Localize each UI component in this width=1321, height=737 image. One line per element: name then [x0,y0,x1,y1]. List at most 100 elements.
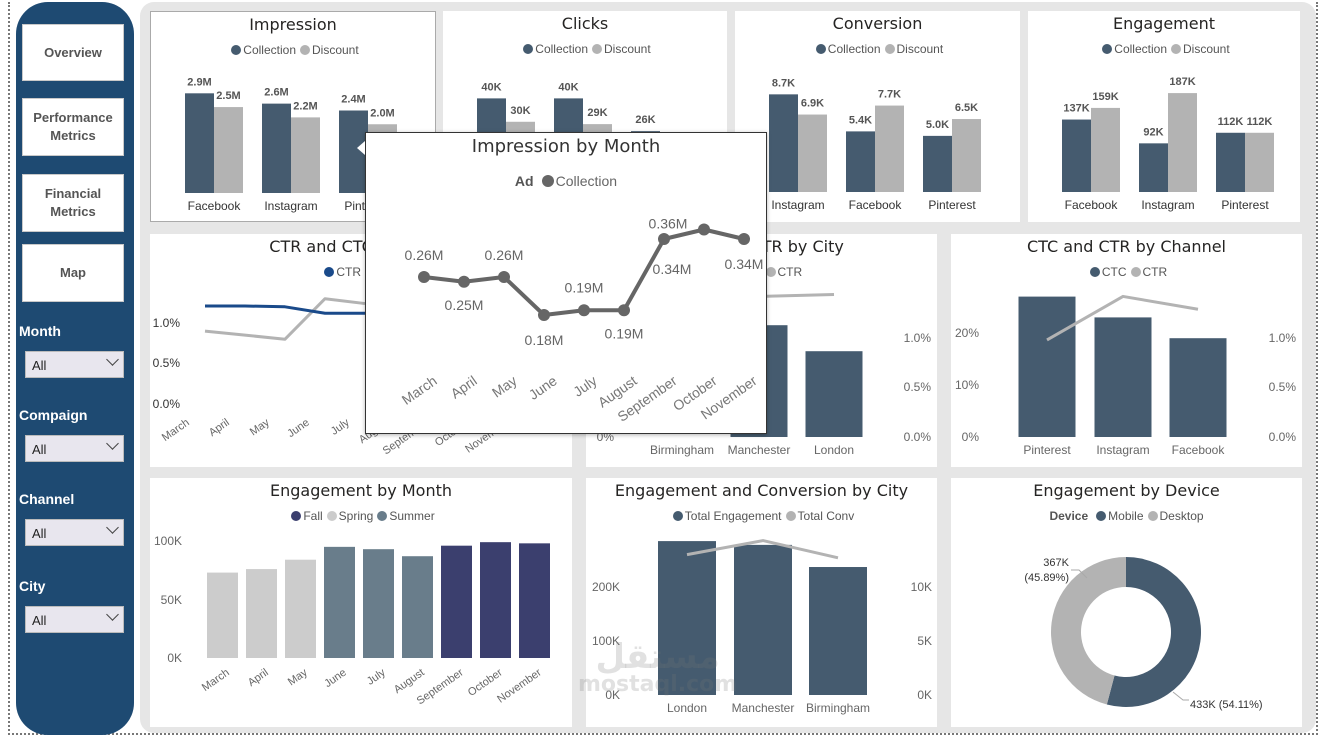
legend-label: Collection [1114,42,1167,56]
category-label: Instagram [264,199,317,213]
category-label: Facebook [1172,443,1226,457]
y-right-tick-label: 0K [917,688,932,702]
y-tick-label: 0K [167,651,182,665]
legend-item[interactable]: Discount [296,43,359,57]
legend-dot-icon [231,45,242,55]
y-right-tick-label: 10K [911,580,932,594]
conversion-chart[interactable]: Conversion Collection Discount Instagram 8.7… [735,11,1020,222]
y-right-tick-label: 1.0% [1269,331,1297,345]
nav-overview-button[interactable]: Overview [22,24,124,81]
nav-financial-metrics-button[interactable]: Financial Metrics [22,174,124,232]
impression-by-month-tooltip: Impression by Month Ad Collection 0.26M Marc… [365,132,767,434]
bar [480,542,511,658]
legend-item[interactable]: Total Engagement [669,509,782,523]
legend-item[interactable]: Summer [373,509,435,523]
chart-legend: Collection Discount [1028,42,1300,56]
sidebar: Overview Performance Metrics Financial M… [16,2,134,735]
nav-map-button[interactable]: Map [22,244,124,302]
legend-item[interactable]: CTR [762,265,802,279]
y-right-tick-label: 0.5% [904,380,932,394]
channel-filter-dropdown[interactable]: All [25,519,124,546]
city-filter-dropdown[interactable]: All [25,606,124,633]
y-left-tick-label: 200K [592,580,620,594]
engagement-by-month-chart[interactable]: Engagement by Month Fall Spring Summer 0K 50K… [150,478,572,727]
x-tick-label: April [246,667,271,689]
tooltip-plot: 0.26M March 0.25M April 0.26M May 0.18M June 0.1… [399,216,764,425]
y-right-tick-label: 0.0% [904,430,932,444]
x-tick-label: March [160,417,192,444]
month-filter-dropdown[interactable]: All [25,351,124,378]
legend-label: Discount [1183,42,1230,56]
desktop-data-label: 367K [1043,557,1069,569]
engagement-by-device-chart[interactable]: Engagement by Device Device Mobile Desktop 3… [951,478,1302,727]
category-label: London [814,443,854,457]
legend-item[interactable]: Collection [227,43,296,57]
chart-legend: Collection Discount [151,43,435,57]
legend-dot-icon [672,511,683,521]
data-label: 0.18M [525,332,564,348]
legend-item[interactable]: Collection [812,42,881,56]
category-label: Instagram [771,198,824,212]
legend-item[interactable]: Desktop [1144,509,1204,523]
legend-item[interactable]: CTR [320,265,361,279]
data-label: 8.7K [772,77,795,89]
mobile-data-label: 433K (54.11%) [1190,699,1263,711]
category-label: Instagram [1141,198,1194,212]
category-label: Manchester [732,701,795,715]
legend-dot-icon [1089,267,1100,277]
campaign-filter-label: Compaign [19,407,88,423]
legend-dot-icon [765,267,776,277]
bar [441,545,472,658]
y-right-tick-label: 1.0% [904,331,932,345]
chevron-down-icon [106,353,119,366]
legend-item[interactable]: Collection [519,42,588,56]
legend-item[interactable]: Discount [1167,42,1230,56]
leader-line [1071,569,1088,579]
bar [734,544,792,695]
legend-item[interactable]: Fall [287,509,323,523]
bar-discount [1168,93,1197,192]
chart-plot: 0% 10% 20% 0.0% 0.5% 1.0% Pinterest Instagram Fa… [955,294,1297,457]
legend-item[interactable]: Collection [1098,42,1167,56]
x-tick-label: April [207,417,232,439]
data-label: 0.19M [605,325,644,341]
x-tick-label: March [399,372,440,407]
impression-chart[interactable]: Impression Collection Discount Facebook 2.9M… [150,11,436,222]
legend-dot-icon [324,267,335,277]
campaign-filter-value: All [32,442,47,457]
x-tick-label: June [322,667,348,691]
ctc-ctr-by-channel-chart[interactable]: CTC and CTR by Channel CTC CTR 0% 10% 20% 0.0%… [951,234,1302,467]
bar [809,567,867,695]
legend-item[interactable]: Mobile [1092,509,1144,523]
engagement-chart[interactable]: Engagement Collection Discount Facebook 137K… [1028,11,1300,222]
legend-title: Device [1049,509,1089,523]
legend-label: Discount [312,43,359,57]
legend-item[interactable]: CTR [1127,265,1167,279]
chart-title: Engagement by Device [1033,481,1220,500]
bar-collection [846,131,875,192]
legend-item[interactable]: Discount [588,42,651,56]
category-label: Pinterest [1023,443,1071,457]
chart-legend: Collection Discount [735,42,1020,56]
data-label: 0.34M [653,261,692,277]
legend-dot-icon [1171,44,1181,54]
nav-performance-metrics-button[interactable]: Performance Metrics [22,98,124,156]
data-label: 29K [587,107,607,119]
legend-item[interactable]: Spring [323,509,373,523]
y-left-tick-label: 10% [955,378,979,392]
mostaql-watermark: مستقل mostaql.com [578,640,737,696]
legend-item[interactable]: Discount [881,42,943,56]
chart-title: CTC and CTR by Channel [1027,237,1226,256]
bar [246,569,277,658]
legend-dot-icon [326,511,337,521]
legend-label: Desktop [1159,509,1204,523]
ctr-line [205,304,365,315]
engagement-conversion-by-city-chart[interactable]: Engagement and Conversion by City Total E… [586,478,937,727]
legend-dot-icon [592,44,602,54]
legend-item[interactable]: CTC [1086,265,1127,279]
watermark-arabic: مستقل [595,637,720,677]
legend-item[interactable]: Total Conv [782,509,854,523]
campaign-filter-dropdown[interactable]: All [25,435,124,462]
category-label: Birmingham [806,701,870,715]
